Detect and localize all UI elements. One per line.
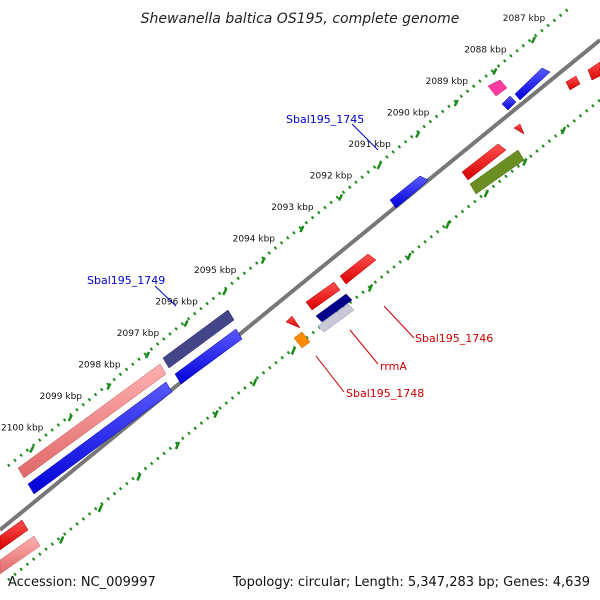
gene-red-inner-c[interactable]	[461, 143, 507, 181]
gene-rrmA[interactable]	[315, 293, 353, 323]
genome-summary-text: Topology: circular; Length: 5,347,283 bp…	[232, 575, 590, 590]
outer-major-tick	[299, 225, 305, 233]
kbp-label: 2090 kbp	[387, 109, 430, 119]
gene-magenta[interactable]	[487, 79, 508, 97]
kbp-label: 2088 kbp	[464, 46, 507, 56]
outer-major-tick	[453, 99, 459, 107]
outer-major-tick	[183, 319, 189, 328]
inner-major-tick	[213, 410, 219, 418]
outer-major-tick	[492, 67, 498, 76]
gene-rrmA-shadow[interactable]	[317, 303, 355, 333]
kbp-label: 2092 kbp	[310, 172, 353, 182]
outer-major-tick	[376, 162, 382, 170]
kbp-label: 2097 kbp	[117, 329, 160, 339]
outer-major-tick	[106, 382, 112, 391]
inner-major-tick	[59, 536, 65, 544]
label-sbal195-1745[interactable]: Sbal195_1745	[286, 113, 364, 126]
kbp-label: 2096 kbp	[155, 298, 198, 308]
gene-red-tiny[interactable]	[513, 123, 525, 135]
gene-blue-topright[interactable]	[514, 67, 551, 101]
outer-major-tick	[260, 256, 266, 265]
label-sbal195-1748[interactable]: Sbal195_1748	[346, 387, 424, 400]
kbp-label: 2093 kbp	[271, 203, 314, 213]
gene-red-inner-a[interactable]	[339, 253, 377, 285]
kbp-label: 2095 kbp	[194, 266, 237, 276]
kbp-label: 2091 kbp	[348, 140, 391, 150]
gene-red-farright[interactable]	[565, 75, 581, 91]
leader-sbal195-1746	[383, 305, 415, 339]
inner-major-tick	[367, 284, 374, 292]
label-sbal195-1749[interactable]: Sbal195_1749	[87, 274, 165, 287]
inner-major-tick	[406, 252, 412, 261]
gene-sbal195-1745[interactable]	[389, 175, 429, 209]
label-rrmA[interactable]: rrmA	[380, 360, 407, 373]
gene-sbal195-1749[interactable]	[162, 309, 235, 369]
outer-major-tick	[222, 288, 228, 296]
genome-title: Shewanella baltica OS195, complete genom…	[141, 11, 460, 27]
label-sbal195-1746[interactable]: Sbal195_1746	[415, 332, 493, 345]
gene-blue-small[interactable]	[501, 95, 517, 111]
outer-major-tick	[337, 193, 344, 202]
leader-sbal195-1745	[351, 123, 379, 151]
inner-major-tick	[252, 378, 258, 387]
outer-major-tick	[144, 351, 151, 359]
outer-major-tick	[29, 445, 35, 454]
outer-major-tick	[415, 130, 421, 139]
inner-major-tick	[174, 441, 181, 450]
kbp-label: 2099 kbp	[40, 392, 83, 402]
gene-pink-bottomleft[interactable]	[0, 535, 41, 575]
inner-major-tick	[560, 126, 567, 135]
kbp-label: 2089 kbp	[426, 77, 469, 87]
outer-major-tick	[67, 414, 73, 422]
gene-blue-long[interactable]	[27, 381, 173, 495]
outer-tick-ring	[7, 4, 573, 468]
gene-pink-outer[interactable]	[17, 363, 167, 479]
kbp-label: 2087 kbp	[503, 14, 546, 24]
inner-major-tick	[290, 347, 296, 355]
gene-olive[interactable]	[469, 149, 525, 195]
inner-major-tick	[136, 473, 142, 481]
inner-major-tick	[483, 189, 489, 198]
kbp-labels: 2087 kbp 2088 kbp 2089 kbp 2090 kbp 2091 kbp…	[1, 14, 545, 434]
genome-backbone	[0, 38, 600, 532]
inner-major-tick	[97, 504, 103, 513]
inner-major-tick	[445, 221, 451, 229]
outer-major-tick	[530, 36, 537, 44]
accession-text: Accession: NC_009997	[8, 575, 156, 590]
gene-red-inner-b[interactable]	[305, 281, 341, 311]
kbp-label: 2098 kbp	[78, 361, 121, 371]
gene-blue-short[interactable]	[174, 328, 243, 385]
kbp-label: 2094 kbp	[233, 235, 276, 245]
leader-sbal195-1748	[315, 355, 345, 393]
gene-red-edge[interactable]	[587, 61, 600, 81]
leader-rrmA	[349, 329, 379, 365]
gene-sbal195-1746[interactable]	[285, 315, 301, 329]
gene-sbal195-1748[interactable]	[293, 331, 311, 349]
leader-sbal195-1749	[154, 285, 177, 307]
gene-red-bottomleft[interactable]	[0, 519, 29, 551]
kbp-label: 2100 kbp	[1, 424, 44, 434]
inner-major-tick	[522, 158, 528, 166]
